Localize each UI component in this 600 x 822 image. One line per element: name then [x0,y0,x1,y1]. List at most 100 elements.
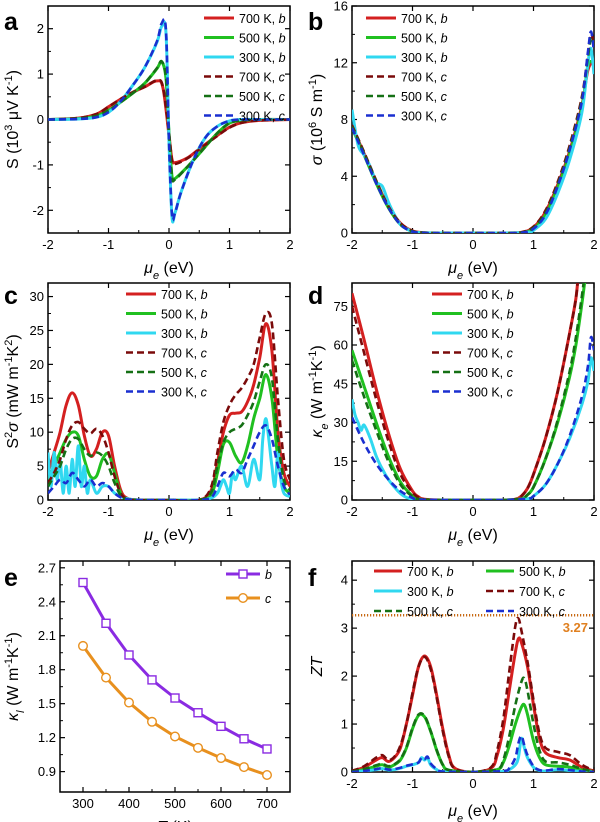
legend-label: 300 K, c [239,110,286,124]
series-line-f-5 [352,734,594,772]
panel-a: -2 -1 0 1 2 -2 -1 0 1 2 μe (eV) S (103 μV K-1) a 700 … [3,5,294,282]
y-tick-label: 8 [341,112,348,127]
x-tick-label: 1 [530,237,537,252]
x-tick-label: -1 [103,237,115,252]
legend-label: 500 K, c [401,90,448,104]
data-point [170,693,180,703]
x-tick-label: -2 [42,504,54,519]
series-line-c-1 [48,373,290,500]
y-tick-label: 2.4 [38,594,56,609]
y-tick-label: 20 [30,357,44,372]
panel-d: -2 -1 0 1 2 0 15 30 45 60 75 μe (eV) κe (W m-1K-1) d 7… [307,282,598,549]
panel-label: b [308,8,323,36]
x-axis-title: T (K) [157,819,193,822]
x-tick-label: 400 [118,796,140,811]
series-line-b-4 [352,35,594,233]
y-tick-label: 2.1 [38,628,56,643]
legend: bc [226,568,272,606]
x-tick-label: 300 [72,796,94,811]
legend: 700 K, b 500 K, b 300 K, b 700 K, c 500 K, c… [126,288,208,400]
legend-label: 700 K, b [467,288,514,302]
x-tick-label: -1 [407,776,419,791]
y-tick-label: 75 [334,299,348,314]
data-point [123,697,134,708]
series-group [352,616,594,772]
legend-label: c [265,592,272,606]
data-point [238,762,249,773]
y-tick-label: 15 [30,391,44,406]
y-tick-label: 0 [341,765,348,780]
y-tick-label: -2 [32,203,44,218]
y-tick-label: 30 [334,415,348,430]
series-group [352,30,594,233]
y-axis-title: κl (W m-1K-1) [3,632,27,721]
panel-f: -2 -1 0 1 2 0 1 2 3 4 μe (eV) ZT f 3.27 700 K, b 500 K,… [308,560,598,822]
y-tick-label: 30 [30,289,44,304]
y-tick-label: 16 [334,0,348,14]
series-line-c-3 [48,310,290,500]
data-point [215,753,226,764]
x-tick-label: 1 [530,776,537,791]
data-point [169,731,180,742]
legend-label: 500 K, b [239,32,286,46]
y-tick-label: 0 [341,226,348,241]
legend-label: 300 K, c [467,386,514,400]
x-tick-label: 0 [469,776,476,791]
x-tick-label: -2 [346,776,358,791]
legend-label: 500 K, b [161,308,208,322]
legend-label: 700 K, c [467,347,514,361]
legend-marker [237,593,248,604]
y-axis-title: ZT [309,656,326,678]
legend-label: 300 K, c [519,605,566,619]
y-tick-label: 15 [334,454,348,469]
legend-label: 700 K, c [161,347,208,361]
x-tick-label: 1 [530,504,537,519]
legend-label: 300 K, c [401,110,448,124]
legend: 700 K, b 500 K, b 300 K, b 700 K, c 500 K, c… [366,12,448,124]
x-tick-label: 2 [286,237,293,252]
legend-label: 500 K, b [467,308,514,322]
series-line-d-5 [352,335,594,500]
x-axis-title: μe (eV) [143,527,194,549]
x-tick-label: 1 [226,237,233,252]
x-tick-label: -2 [346,504,358,519]
x-axis-title: μe (eV) [447,803,498,822]
x-tick-label: 0 [165,504,172,519]
data-point [100,672,111,683]
legend-label: 700 K, c [519,585,566,599]
y-tick-label: 1.8 [38,662,56,677]
legend-label: 300 K, b [407,585,454,599]
x-tick-label: -1 [407,237,419,252]
x-tick-label: -1 [407,504,419,519]
zt-reference-label: 3.27 [563,620,588,635]
x-tick-label: 500 [164,796,186,811]
x-axis-title: μe (eV) [447,527,498,549]
data-point [216,721,226,732]
legend-marker [238,569,248,579]
data-point [193,708,203,718]
y-axis-title: κe (W m-1K-1) [307,345,331,437]
panel-label: a [4,8,19,36]
legend-label: 300 K, b [239,51,286,65]
y-tick-label: 0 [341,493,348,508]
x-tick-label: 0 [469,504,476,519]
legend-label: 300 K, b [401,51,448,65]
y-tick-label: 5 [37,459,44,474]
panel-e: 300 400 500 600 700 0.9 1.2 1.5 1.8 2.1 2.4 2.7 T (K… [3,560,291,822]
y-tick-label: 1.2 [38,730,56,745]
y-tick-label: 4 [341,573,348,588]
series-line-e-1 [81,645,268,777]
data-point [147,675,157,685]
series-line-c-0 [48,322,290,500]
y-axis-title: S (103 μV K-1) [3,70,22,169]
legend: 700 K, b 500 K, b 300 K, b 700 K, c 500 K, c… [432,288,514,400]
legend-label: 500 K, c [467,366,514,380]
x-tick-label: 700 [256,796,278,811]
legend-label: 500 K, c [161,366,208,380]
y-tick-label: 3 [341,621,348,636]
legend-label: 500 K, b [519,565,566,579]
x-tick-label: 0 [165,237,172,252]
y-axis-title: σ (106 S m-1) [307,74,326,165]
panel-label: e [4,564,18,592]
